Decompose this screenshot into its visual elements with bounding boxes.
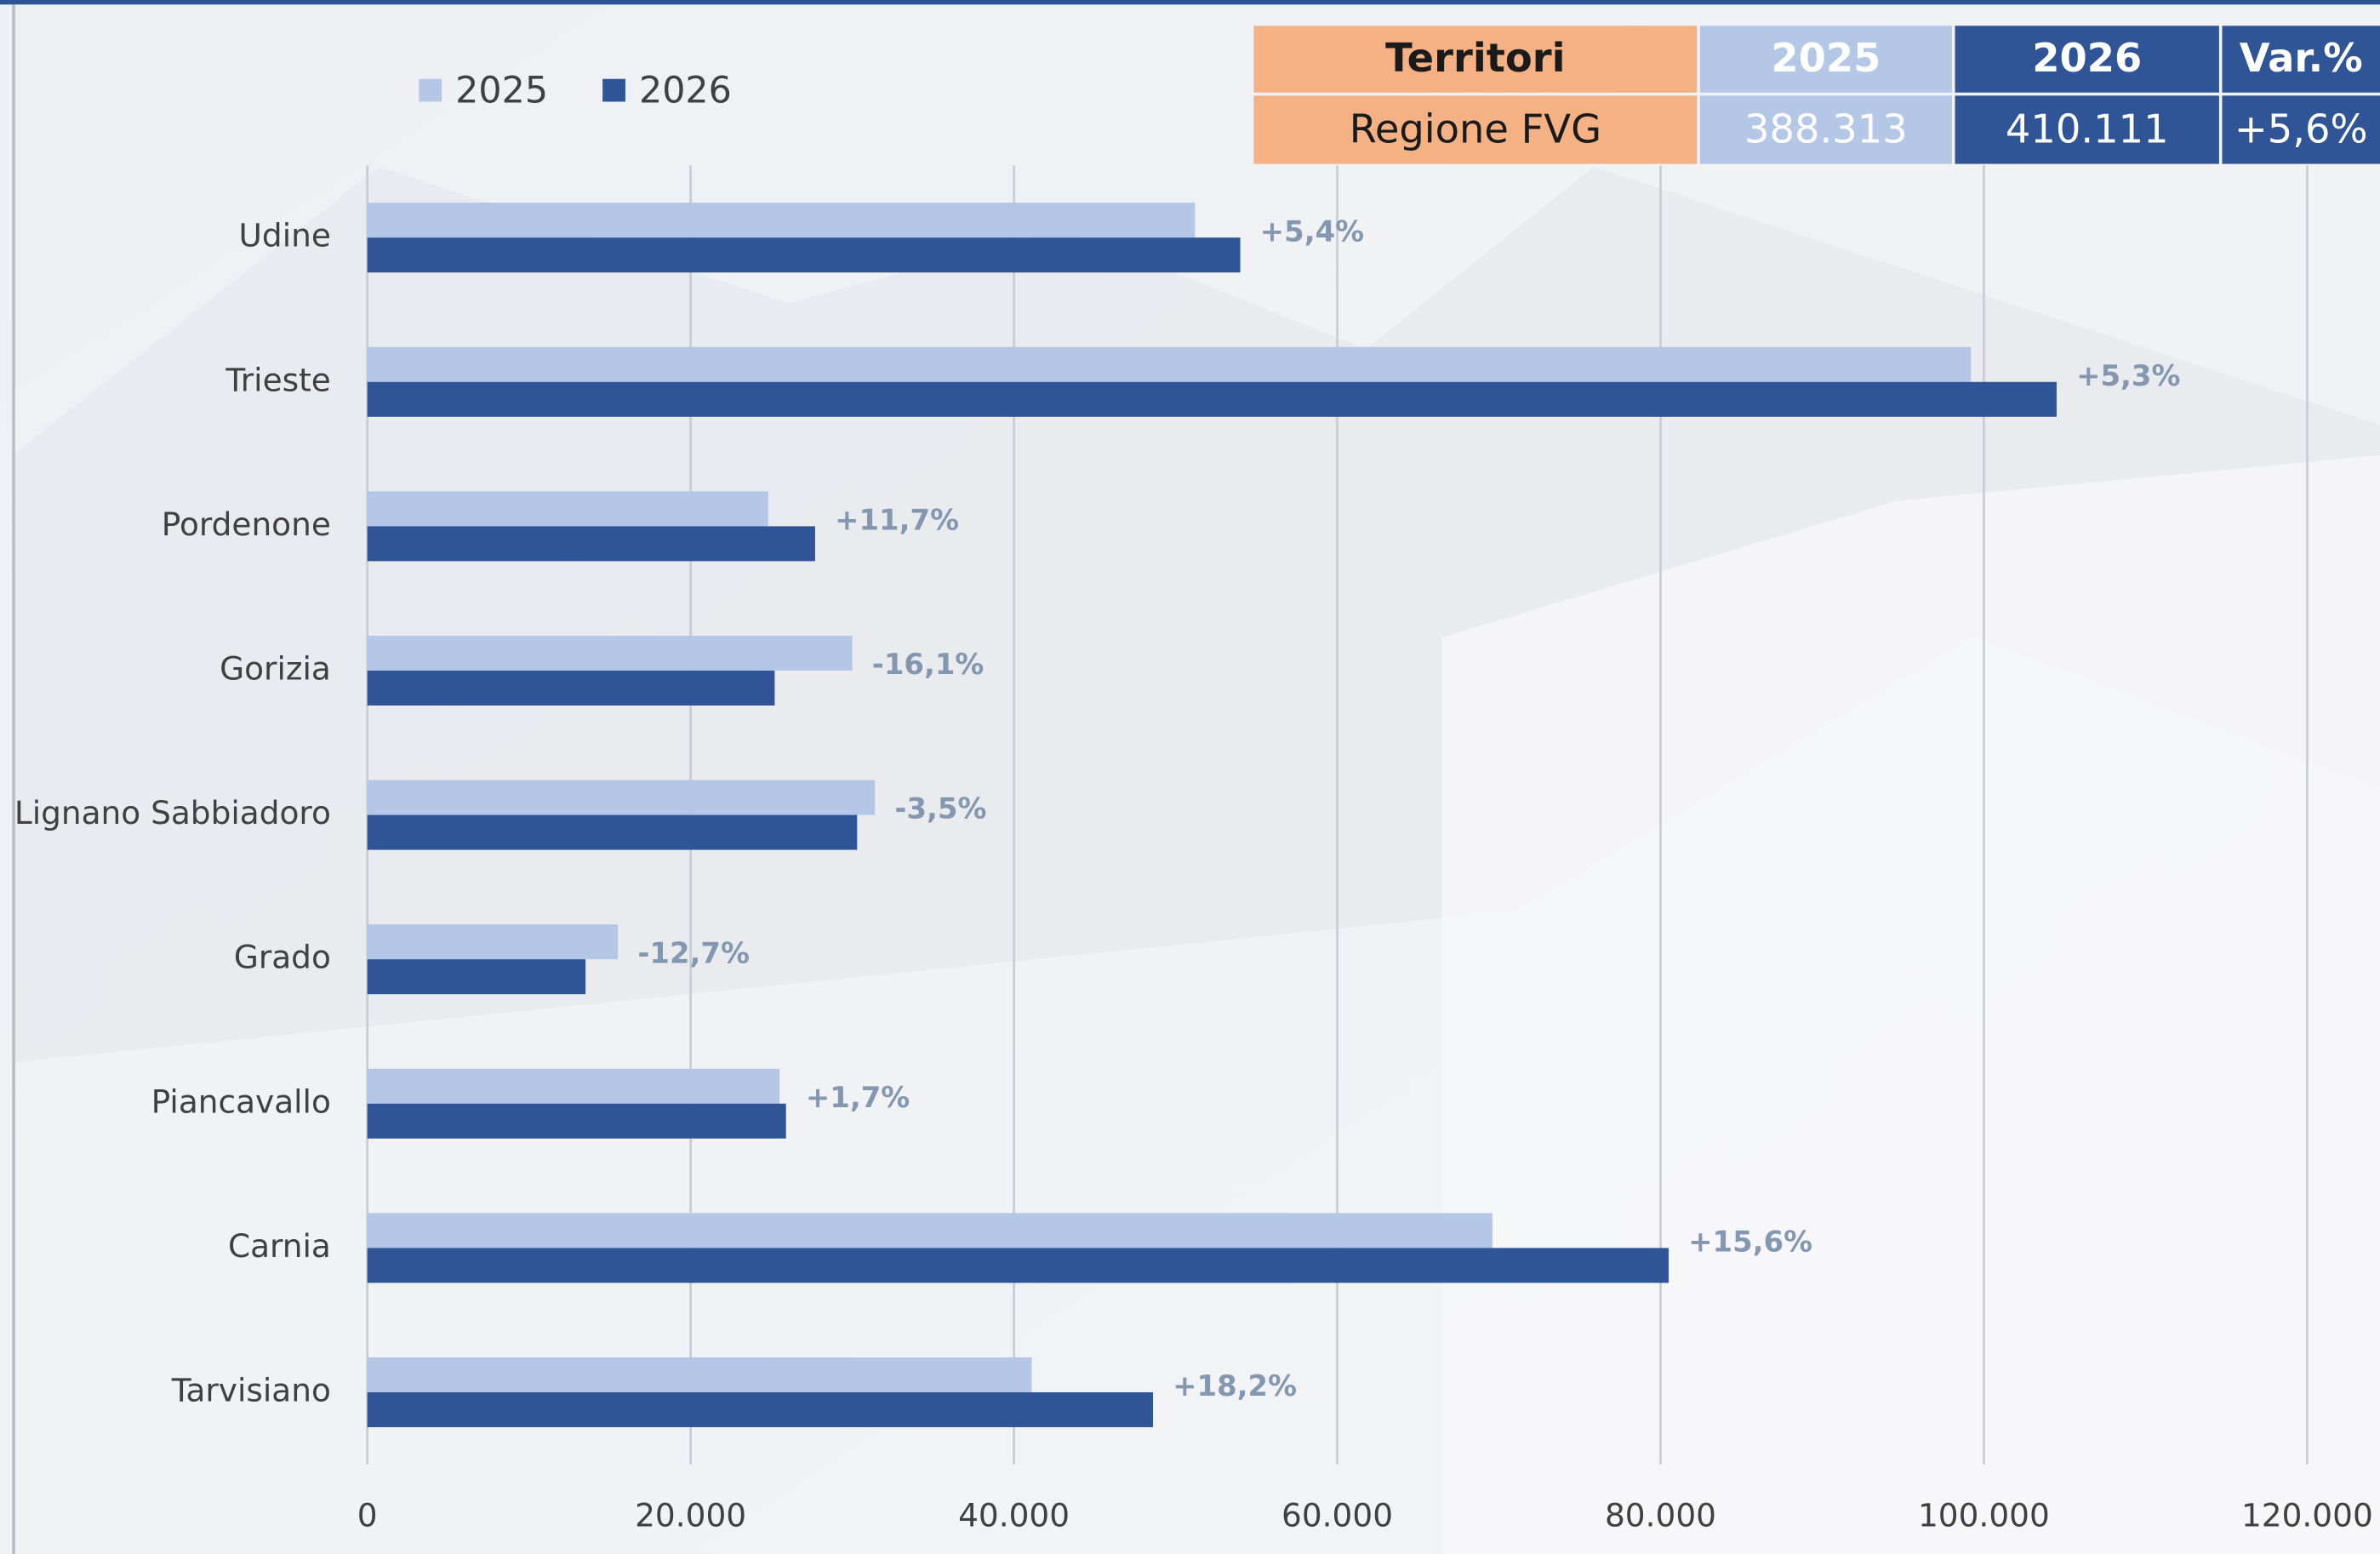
bar	[368, 780, 876, 815]
change-label: +5,3%	[2076, 359, 2180, 392]
bar	[368, 1069, 779, 1104]
chart: 0 20.000 40.000 60.000 80.000 100.000 120.000 U…	[0, 0, 2380, 1554]
change-label: +18,2%	[1173, 1369, 1297, 1403]
bar	[368, 924, 618, 959]
legend-swatch	[419, 79, 442, 102]
bar	[368, 636, 853, 671]
table-header-text: Var.%	[2240, 35, 2363, 81]
y-tick-label: Pordenone	[162, 506, 331, 543]
table-cell-text: +5,6%	[2234, 106, 2368, 152]
change-label: -3,5%	[894, 792, 986, 826]
bar	[368, 491, 768, 526]
y-tick-label: Gorizia	[220, 649, 331, 687]
bar	[368, 1213, 1492, 1248]
x-tick-label: 0	[357, 1497, 378, 1534]
bar	[368, 237, 1241, 272]
left-border	[12, 4, 15, 1554]
y-tick-label: Carnia	[228, 1227, 331, 1265]
x-tick-label: 120.000	[2241, 1497, 2373, 1534]
bar	[368, 671, 775, 706]
y-tick-label: Trieste	[225, 361, 330, 398]
y-tick-label: Udine	[239, 217, 331, 254]
x-tick-label: 40.000	[958, 1497, 1070, 1534]
bar	[368, 959, 585, 994]
legend-label: 2026	[639, 69, 732, 111]
bar	[368, 815, 858, 850]
y-tick-label: Grado	[234, 939, 331, 976]
table-cell-text: 388.313	[1744, 106, 1908, 152]
legend-label: 2025	[455, 69, 548, 111]
x-tick-label: 20.000	[635, 1497, 746, 1534]
table-cell-text: Regione FVG	[1350, 106, 1601, 152]
change-label: -12,7%	[637, 936, 750, 969]
x-tick-label: 60.000	[1281, 1497, 1393, 1534]
change-label: +11,7%	[835, 504, 959, 537]
bar	[368, 1104, 786, 1139]
change-label: +15,6%	[1688, 1225, 1812, 1259]
x-tick-label: 100.000	[1918, 1497, 2050, 1534]
change-label: -16,1%	[872, 648, 985, 681]
bar	[368, 1248, 1669, 1283]
bar	[368, 1357, 1032, 1392]
bar	[368, 347, 1972, 382]
bar	[368, 526, 815, 561]
legend-swatch	[602, 79, 625, 102]
page: 0 20.000 40.000 60.000 80.000 100.000 120.000 U…	[0, 0, 2380, 1554]
background-roof	[1442, 455, 2380, 1554]
bar	[368, 1392, 1153, 1427]
table-cell-text: 410.111	[2006, 106, 2169, 152]
bar	[368, 203, 1196, 237]
table-header-text: Territori	[1385, 35, 1565, 81]
bar	[368, 382, 2057, 417]
y-tick-label: Piancavallo	[151, 1083, 331, 1120]
top-border	[0, 0, 2380, 4]
y-tick-label: Tarvisiano	[171, 1371, 331, 1408]
table-header-text: 2025	[1771, 35, 1881, 81]
y-tick-label: Lignano Sabbiadoro	[14, 794, 331, 831]
x-tick-label: 80.000	[1605, 1497, 1716, 1534]
change-label: +5,4%	[1260, 214, 1364, 248]
table-header-text: 2026	[2032, 35, 2142, 81]
change-label: +1,7%	[806, 1081, 910, 1114]
